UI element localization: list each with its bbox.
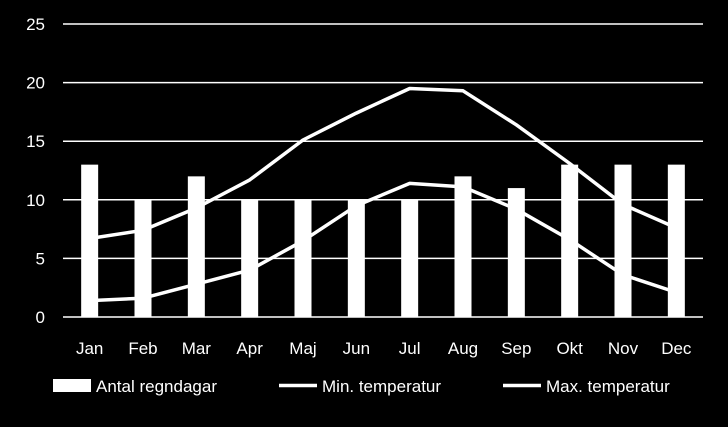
- legend-swatch-bar: [53, 379, 91, 392]
- x-tick-label: Nov: [608, 339, 639, 358]
- bar: [401, 199, 419, 317]
- y-tick-label: 5: [36, 249, 45, 268]
- legend-label: Antal regndagar: [96, 377, 217, 396]
- y-axis-tick-labels: 0 5 10 15 20 25: [26, 15, 45, 327]
- bar: [454, 176, 472, 317]
- bar: [347, 199, 365, 317]
- bar: [507, 188, 525, 317]
- x-tick-label: Jun: [343, 339, 370, 358]
- x-tick-label: Mar: [182, 339, 212, 358]
- y-tick-label: 10: [26, 191, 45, 210]
- y-tick-label: 25: [26, 15, 45, 34]
- series-line: [87, 86, 679, 241]
- x-tick-label: Okt: [556, 339, 583, 358]
- y-tick-label: 20: [26, 74, 45, 93]
- bar: [614, 164, 632, 317]
- x-tick-label: Maj: [289, 339, 316, 358]
- x-tick-label: Jul: [399, 339, 421, 358]
- x-tick-label: Dec: [661, 339, 692, 358]
- bar-series-antal-regndagar: [81, 164, 685, 317]
- y-tick-label: 15: [26, 132, 45, 151]
- x-tick-label: Aug: [448, 339, 478, 358]
- x-axis-tick-labels: Jan Feb Mar Apr Maj Jun Jul Aug Sep Okt Nov Dec: [76, 339, 692, 358]
- y-tick-label: 0: [36, 308, 45, 327]
- x-tick-label: Jan: [76, 339, 103, 358]
- gridlines: [63, 23, 703, 318]
- line-series: [87, 86, 679, 303]
- legend: Antal regndagar Min. temperatur Max. tempe…: [53, 377, 670, 396]
- bar: [667, 164, 685, 317]
- x-tick-label: Sep: [501, 339, 531, 358]
- legend-label: Max. temperatur: [546, 377, 670, 396]
- bar: [81, 164, 99, 317]
- x-tick-label: Apr: [236, 339, 263, 358]
- x-tick-label: Feb: [128, 339, 157, 358]
- series-line: [87, 181, 679, 303]
- bar: [187, 176, 205, 317]
- legend-label: Min. temperatur: [322, 377, 441, 396]
- bar: [294, 199, 312, 317]
- bar: [241, 199, 259, 317]
